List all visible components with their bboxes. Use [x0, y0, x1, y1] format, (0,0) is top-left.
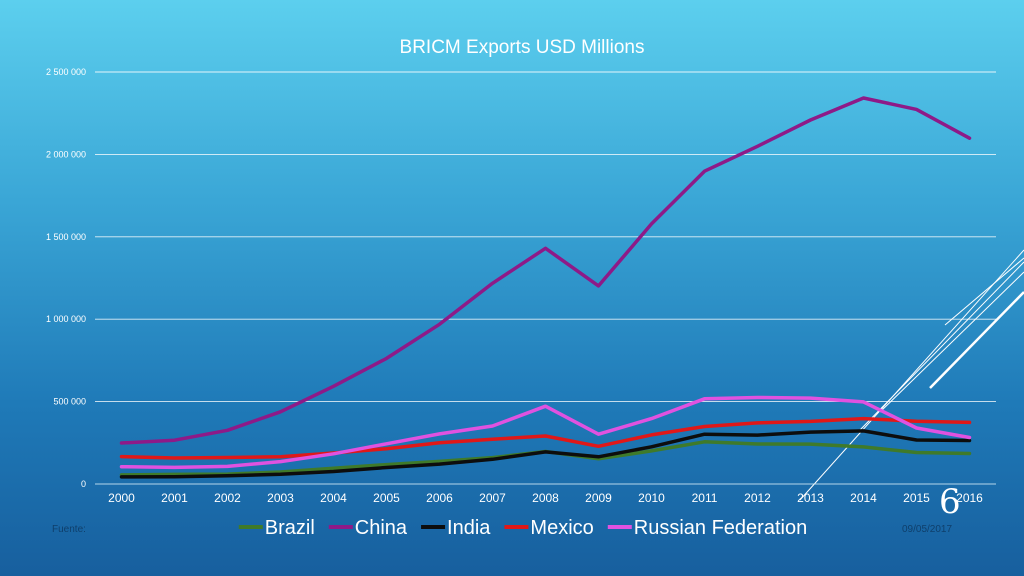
x-tick-label: 2016	[956, 491, 983, 505]
x-tick-label: 2014	[850, 491, 877, 505]
x-tick-label: 2009	[585, 491, 612, 505]
x-tick-label: 2011	[692, 491, 718, 505]
source-label: Fuente:	[52, 524, 86, 535]
chart-title: BRICM Exports USD Millions	[400, 37, 645, 58]
legend-label: Brazil	[265, 517, 315, 539]
series-line-india	[119, 429, 972, 479]
y-tick-label: 0	[81, 479, 86, 489]
x-tick-label: 2005	[373, 491, 400, 505]
y-tick-label: 2 500 000	[46, 67, 86, 77]
x-tick-label: 2001	[161, 491, 188, 505]
x-tick-label: 2008	[532, 491, 559, 505]
y-axis: 0 500 000 1 000 000 1 500 000 2 000 000 2 500…	[46, 67, 86, 489]
y-tick-label: 500 000	[53, 397, 86, 407]
y-tick-label: 1 500 000	[46, 232, 86, 242]
legend-label: Russian Federation	[634, 517, 807, 539]
series-lines	[119, 96, 972, 479]
legend-label: China	[355, 517, 408, 539]
legend-label: India	[447, 517, 491, 539]
slide-number: 6	[939, 482, 961, 522]
series-line-russian-federation	[119, 395, 972, 470]
x-tick-label: 2013	[797, 491, 824, 505]
x-tick-label: 2003	[267, 491, 294, 505]
y-tick-label: 1 000 000	[46, 314, 86, 324]
x-tick-label: 2010	[638, 491, 665, 505]
gridlines	[95, 71, 996, 485]
x-tick-label: 2015	[903, 491, 930, 505]
series-line-mexico	[119, 416, 972, 460]
slide-date: 09/05/2017	[902, 524, 952, 535]
x-tick-label: 2002	[214, 491, 241, 505]
x-axis: 2000 2001 2002 2003 2004 2005 2006 2007 2008 2009…	[108, 491, 983, 505]
x-tick-label: 2004	[320, 491, 347, 505]
series-line-china	[119, 96, 972, 445]
x-tick-label: 2000	[108, 491, 135, 505]
decorative-lines	[799, 249, 1024, 501]
x-tick-label: 2012	[744, 491, 771, 505]
legend-label: Mexico	[530, 517, 593, 539]
x-tick-label: 2006	[426, 491, 453, 505]
x-tick-label: 2007	[479, 491, 506, 505]
legend: Brazil China India Mexico Russian Federation	[238, 517, 807, 539]
y-tick-label: 2 000 000	[46, 149, 86, 159]
